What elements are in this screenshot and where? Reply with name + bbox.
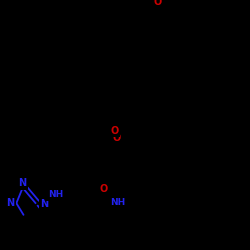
Text: O: O xyxy=(112,134,121,143)
Text: O: O xyxy=(111,126,119,136)
Text: O: O xyxy=(100,184,108,194)
Text: N: N xyxy=(18,178,26,188)
Text: NH: NH xyxy=(48,190,63,199)
Text: O: O xyxy=(153,0,161,6)
Text: N: N xyxy=(40,200,48,209)
Text: NH: NH xyxy=(110,198,126,207)
Text: N: N xyxy=(6,198,14,208)
